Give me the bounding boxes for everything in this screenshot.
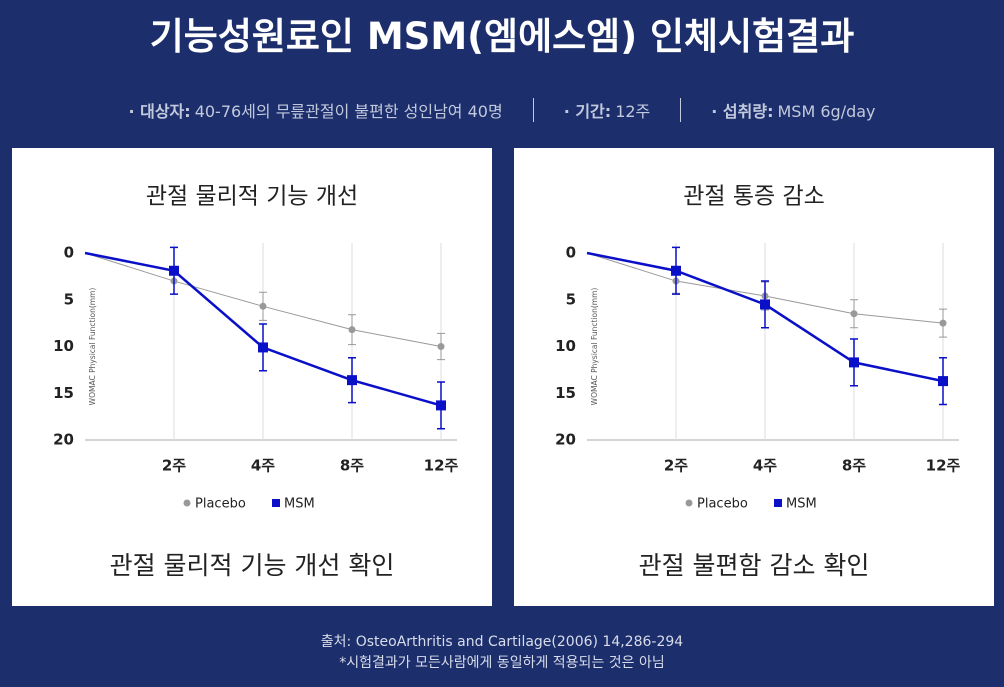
marker <box>258 342 268 353</box>
y-tick-label: 5 <box>64 290 74 308</box>
y-tick-label: 10 <box>555 337 576 355</box>
x-tick-label: 12주 <box>926 457 961 475</box>
info-item: · 섭취량: MSM 6g/day <box>680 98 905 122</box>
marker <box>938 376 948 387</box>
note: *시험결과가 모든사람에게 동일하게 적용되는 것은 아님 <box>339 655 665 671</box>
y-tick-label: 0 <box>64 244 74 262</box>
y-tick-label: 20 <box>53 431 74 449</box>
x-tick-label: 2주 <box>162 457 186 475</box>
marker <box>850 310 858 318</box>
y-tick-label: 20 <box>555 431 576 449</box>
marker <box>437 343 445 350</box>
legend-marker <box>272 499 280 507</box>
y-tick-label: 0 <box>566 244 576 262</box>
legend-marker <box>774 499 782 507</box>
info-text: MSM 6g/day <box>777 102 876 121</box>
y-tick-label: 15 <box>555 384 576 402</box>
info-text: 12주 <box>615 102 651 121</box>
study-info: · 대상자: 40-76세의 무릎관절이 불편한 성인남여 40명 · 기간: 12… <box>0 98 1004 122</box>
source: 출처: OsteoArthritis and Cartilage(2006) 1… <box>320 634 684 650</box>
page-title: 기능성원료인 MSM(엠에스엠) 인체시험결과 <box>149 15 855 58</box>
legend-label: Placebo <box>697 497 748 512</box>
x-tick-label: 8주 <box>340 457 364 475</box>
info-text: 40-76세의 무릎관절이 불편한 성인남여 40명 <box>194 102 503 121</box>
x-tick-label: 4주 <box>753 457 777 475</box>
caption: 관절 불편함 감소 확인 <box>639 551 870 580</box>
marker <box>169 265 179 276</box>
marker <box>849 357 859 368</box>
legend-marker <box>183 499 191 507</box>
marker <box>348 326 356 334</box>
y-tick-label: 10 <box>53 337 74 355</box>
x-tick-label: 12주 <box>424 457 459 475</box>
x-tick-label: 4주 <box>251 457 275 475</box>
y-axis-label: WOMAC Physical Function(mm) <box>590 288 599 406</box>
marker <box>347 375 357 386</box>
caption: 관절 물리적 기능 개선 확인 <box>110 551 395 580</box>
marker <box>671 265 681 276</box>
info-item: · 기간: 12주 <box>532 98 681 122</box>
x-tick-label: 8주 <box>842 457 866 475</box>
y-tick-label: 5 <box>566 290 576 308</box>
legend-label: MSM <box>284 497 315 512</box>
x-tick-label: 2주 <box>664 457 688 475</box>
legend-label: Placebo <box>195 497 246 512</box>
footer: 출처: OsteoArthritis and Cartilage(2006) 1… <box>0 632 1004 674</box>
marker <box>436 400 446 411</box>
y-tick-label: 15 <box>53 384 74 402</box>
info-label: · 기간: <box>563 102 612 121</box>
chart-title: 관절 물리적 기능 개선 <box>146 184 358 210</box>
info-item: · 대상자: 40-76세의 무릎관절이 불편한 성인남여 40명 <box>98 98 532 122</box>
legend-marker <box>685 499 693 507</box>
info-label: · 대상자: <box>128 102 191 121</box>
marker <box>259 302 267 310</box>
marker <box>760 299 770 310</box>
y-axis-label: WOMAC Physical Function(mm) <box>88 288 97 406</box>
info-label: · 섭취량: <box>711 102 774 121</box>
marker <box>939 319 947 327</box>
chart-title: 관절 통증 감소 <box>683 184 825 210</box>
legend-label: MSM <box>786 497 817 512</box>
